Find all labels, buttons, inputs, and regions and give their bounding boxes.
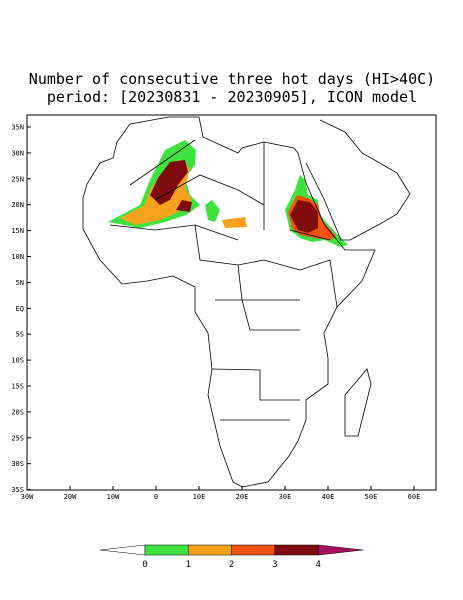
- lon-label: 30W: [21, 493, 34, 501]
- lat-label: 30N: [11, 149, 24, 157]
- map-frame: [26, 114, 437, 491]
- lat-label: 35S: [11, 486, 24, 494]
- lat-label: 10N: [11, 253, 24, 261]
- colorbar-high-arrow: [317, 544, 364, 556]
- lat-label: 30S: [11, 460, 24, 468]
- lon-label: 30E: [279, 493, 292, 501]
- lat-label: 15S: [11, 383, 24, 391]
- lon-label: 10W: [107, 493, 120, 501]
- lon-label: 0: [154, 493, 158, 501]
- map: 35N 30N 25N 20N 15N 10N 5N EQ 5S 10S 15S 20S 25S 30S 3…: [11, 114, 437, 502]
- lat-label: 20N: [11, 201, 24, 209]
- colorbar-label: 2: [229, 560, 234, 570]
- colorbar-label: 3: [272, 560, 277, 570]
- lon-label: 50E: [365, 493, 378, 501]
- lon-label: 20W: [64, 493, 77, 501]
- lon-label: 60E: [408, 493, 421, 501]
- lat-label: 10S: [11, 357, 24, 365]
- lat-label: 25S: [11, 434, 24, 442]
- colorbar-label: 1: [186, 560, 191, 570]
- lat-label: 25N: [11, 175, 24, 183]
- colorbar-box: [144, 544, 189, 556]
- colorbar-label: 0: [142, 560, 147, 570]
- africa-coast: [82, 116, 376, 488]
- axis-labels: 35N 30N 25N 20N 15N 10N 5N EQ 5S 10S 15S 20S 25S 30S 3…: [11, 124, 420, 502]
- lat-label: 35N: [11, 124, 24, 132]
- lat-label: 5S: [16, 331, 24, 339]
- lat-label: EQ: [16, 305, 24, 313]
- colorbar-label: 4: [315, 560, 320, 570]
- madagascar: [344, 368, 372, 437]
- lon-label: 20E: [236, 493, 249, 501]
- colorbar-box: [188, 544, 232, 556]
- arabia-coast: [305, 119, 411, 241]
- colorbar-box: [231, 544, 276, 556]
- lat-label: 20S: [11, 408, 24, 416]
- lon-label: 10E: [193, 493, 206, 501]
- hot-days-field: [108, 140, 348, 247]
- borders: [109, 139, 338, 421]
- lat-label: 15N: [11, 227, 24, 235]
- title-line-2: period: [20230831 - 20230905], ICON mode…: [47, 88, 417, 106]
- colorbar-box: [274, 544, 319, 556]
- title-line-1: Number of consecutive three hot days (HI…: [29, 70, 435, 88]
- lon-label: 40E: [322, 493, 335, 501]
- colorbar: 0 1 2 3 4: [99, 544, 364, 570]
- lat-label: 5N: [16, 279, 24, 287]
